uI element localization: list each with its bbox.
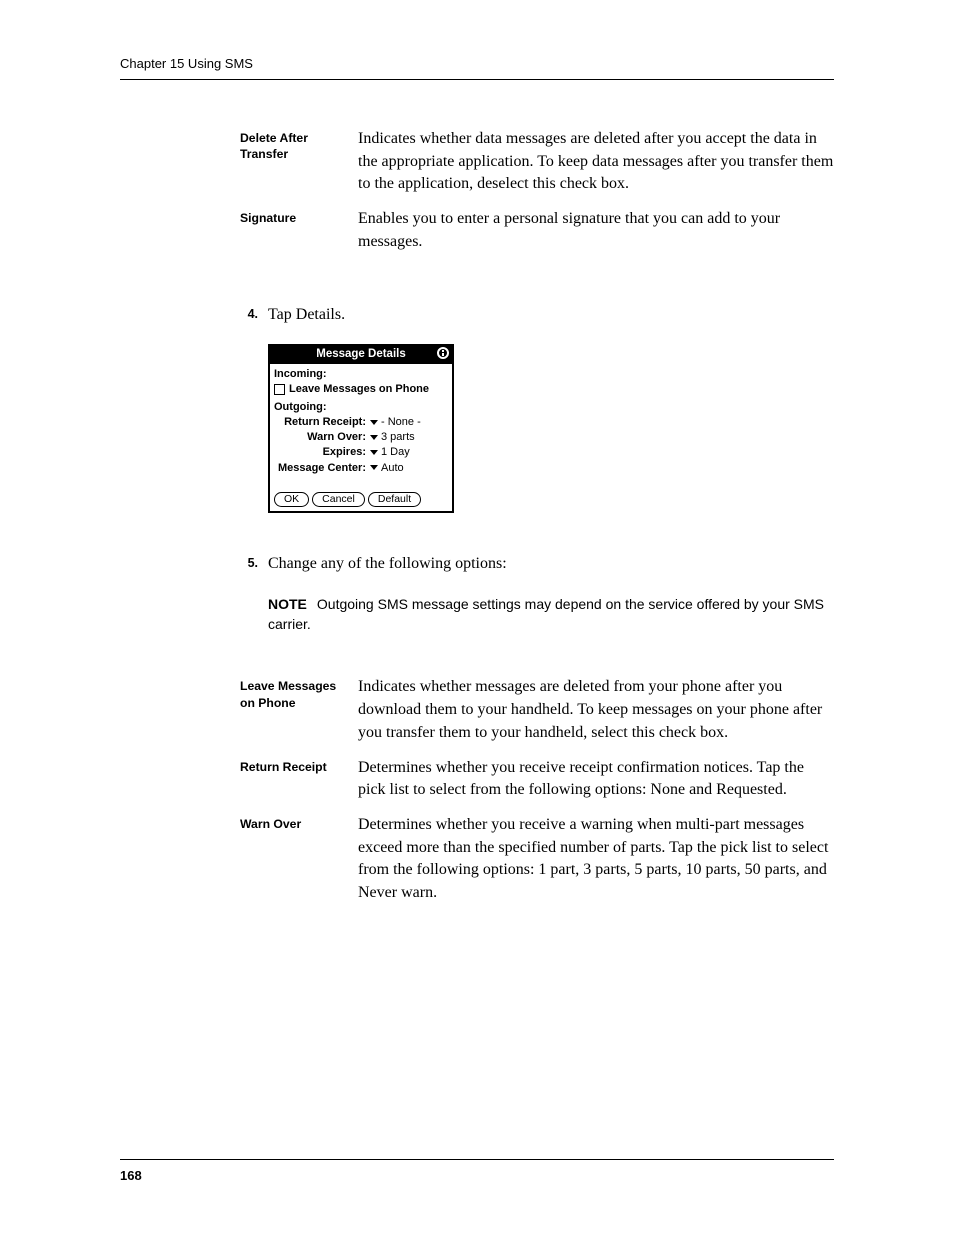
info-icon[interactable]	[437, 347, 449, 359]
return-receipt-label: Return Receipt:	[274, 416, 368, 428]
page-number: 168	[120, 1159, 834, 1183]
incoming-section-label: Incoming:	[274, 368, 448, 380]
def-row: Warn Over Determines whether you receive…	[240, 814, 834, 917]
note-block: NOTEOutgoing SMS message settings may de…	[268, 594, 834, 635]
step-5: 5. Change any of the following options:	[240, 553, 834, 576]
step-4: 4. Tap Details.	[240, 304, 834, 327]
note-label: NOTE	[268, 596, 307, 612]
def-term-warn-over: Warn Over	[240, 814, 358, 917]
leave-messages-row: Leave Messages on Phone	[274, 383, 448, 395]
expires-label: Expires:	[274, 446, 368, 458]
definitions-top: Delete After Transfer Indicates whether …	[240, 128, 834, 266]
palm-title-text: Message Details	[316, 348, 406, 360]
expires-value[interactable]: 1 Day	[381, 446, 410, 458]
chevron-down-icon[interactable]	[370, 465, 378, 470]
def-term-signature: Signature	[240, 208, 358, 265]
leave-messages-label: Leave Messages on Phone	[289, 383, 429, 395]
chevron-down-icon[interactable]	[370, 435, 378, 440]
ok-button[interactable]: OK	[274, 492, 309, 508]
warn-over-value[interactable]: 3 parts	[381, 431, 415, 443]
default-button[interactable]: Default	[368, 492, 421, 508]
page-content: Delete After Transfer Indicates whether …	[240, 128, 834, 917]
palm-button-row: OK Cancel Default	[274, 492, 448, 508]
expires-field: Expires: 1 Day	[274, 446, 448, 458]
def-desc: Determines whether you receive receipt c…	[358, 757, 834, 814]
message-center-label: Message Center:	[274, 462, 368, 474]
warn-over-label: Warn Over:	[274, 431, 368, 443]
def-row: Signature Enables you to enter a persona…	[240, 208, 834, 265]
note-text: Outgoing SMS message settings may depend…	[268, 596, 824, 632]
def-desc: Enables you to enter a personal signatur…	[358, 208, 834, 265]
palm-title-bar: Message Details	[270, 346, 452, 364]
def-row: Delete After Transfer Indicates whether …	[240, 128, 834, 208]
step-number: 5.	[240, 553, 268, 576]
running-head: Chapter 15 Using SMS	[120, 56, 834, 80]
def-desc: Determines whether you receive a warning…	[358, 814, 834, 917]
return-receipt-value[interactable]: - None -	[381, 416, 421, 428]
palm-dialog: Message Details Incoming: Leave Messages…	[268, 344, 454, 513]
def-term-leave-messages: Leave Messages on Phone	[240, 676, 358, 756]
definitions-bottom: Leave Messages on Phone Indicates whethe…	[240, 676, 834, 916]
message-center-field: Message Center: Auto	[274, 462, 448, 474]
message-details-screenshot: Message Details Incoming: Leave Messages…	[268, 344, 834, 513]
def-desc: Indicates whether messages are deleted f…	[358, 676, 834, 756]
warn-over-field: Warn Over: 3 parts	[274, 431, 448, 443]
step-text: Change any of the following options:	[268, 553, 507, 576]
outgoing-section-label: Outgoing:	[274, 401, 448, 413]
def-term-return-receipt: Return Receipt	[240, 757, 358, 814]
def-row: Return Receipt Determines whether you re…	[240, 757, 834, 814]
message-center-value[interactable]: Auto	[381, 462, 404, 474]
def-term-delete-after-transfer: Delete After Transfer	[240, 128, 358, 208]
chevron-down-icon[interactable]	[370, 420, 378, 425]
cancel-button[interactable]: Cancel	[312, 492, 365, 508]
palm-body: Incoming: Leave Messages on Phone Outgoi…	[270, 364, 452, 511]
def-row: Leave Messages on Phone Indicates whethe…	[240, 676, 834, 756]
return-receipt-field: Return Receipt: - None -	[274, 416, 448, 428]
leave-messages-checkbox[interactable]	[274, 384, 285, 395]
step-text: Tap Details.	[268, 304, 345, 327]
chevron-down-icon[interactable]	[370, 450, 378, 455]
def-desc: Indicates whether data messages are dele…	[358, 128, 834, 208]
step-number: 4.	[240, 304, 268, 327]
